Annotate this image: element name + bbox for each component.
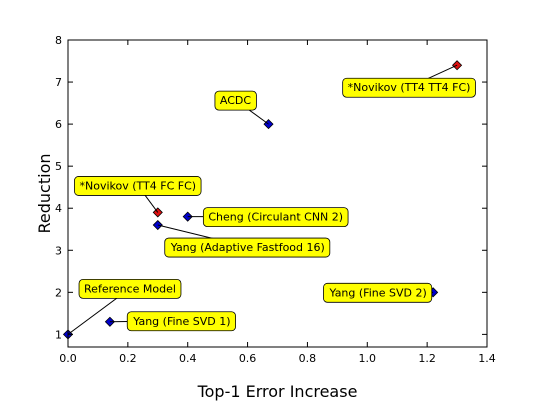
annotation: ACDC: [214, 90, 269, 125]
annotation: Reference Model: [67, 278, 182, 335]
annotation-label: Yang (Adaptive Fastfood 16): [170, 241, 325, 254]
x-tick-label: 1.2: [418, 352, 436, 365]
y-tick-label: 4: [55, 202, 62, 215]
y-axis-title: Reduction: [35, 154, 54, 234]
annotation-box: [214, 90, 257, 111]
annotation: *Novikov (TT4 FC FC): [74, 176, 202, 213]
annotation-box: [74, 176, 202, 196]
x-tick-label: 1.0: [359, 352, 377, 365]
annotation-label: Yang (Fine SVD 1): [132, 315, 230, 328]
annotation-box: [342, 77, 476, 98]
annotation-box: [202, 207, 349, 228]
annotation-box: [78, 278, 182, 299]
x-tick-label: 0.4: [179, 352, 197, 365]
x-tick-label: 0.0: [59, 352, 77, 365]
y-tick-label: 7: [55, 76, 62, 89]
annotation-label: *Novikov (TT4 TT4 FC): [348, 81, 471, 94]
y-tick-label: 8: [55, 34, 62, 47]
annotation-label: Yang (Fine SVD 2): [328, 286, 426, 299]
annotations-layer: Reference Model Yang (Fine SVD 1) Yang (Ad…: [67, 64, 476, 335]
x-tick-label: 0.8: [299, 352, 317, 365]
y-tick-label: 5: [55, 160, 62, 173]
annotation-label: Cheng (Circulant CNN 2): [208, 211, 343, 224]
y-tick-label: 3: [55, 244, 62, 257]
annotation: *Novikov (TT4 TT4 FC): [342, 64, 476, 98]
y-tick-label: 2: [55, 286, 62, 299]
annotation-box: [164, 237, 331, 258]
annotation-label: *Novikov (TT4 FC FC): [79, 179, 196, 192]
annotation: Yang (Fine SVD 2): [323, 282, 434, 303]
annotation-label: Reference Model: [84, 282, 176, 295]
annotation-box: [323, 282, 433, 303]
annotation-label: ACDC: [220, 94, 251, 107]
annotation-box: [126, 311, 236, 332]
annotation: Yang (Adaptive Fastfood 16): [157, 224, 331, 258]
annotation: Cheng (Circulant CNN 2): [187, 207, 349, 228]
annotation: Yang (Fine SVD 1): [109, 311, 236, 332]
x-axis-title: Top-1 Error Increase: [197, 382, 358, 401]
y-tick-label: 1: [55, 328, 62, 341]
x-tick-label: 0.6: [239, 352, 257, 365]
x-tick-label: 1.4: [478, 352, 496, 365]
plot-frame: [67, 39, 488, 348]
x-tick-label: 0.2: [119, 352, 137, 365]
ticks-layer: 0.0 0.2 0.4 0.6 0.8 1.0 1.2 1.4 1 2 3 4 5 6 7 8: [55, 34, 496, 365]
y-tick-label: 6: [55, 118, 62, 131]
